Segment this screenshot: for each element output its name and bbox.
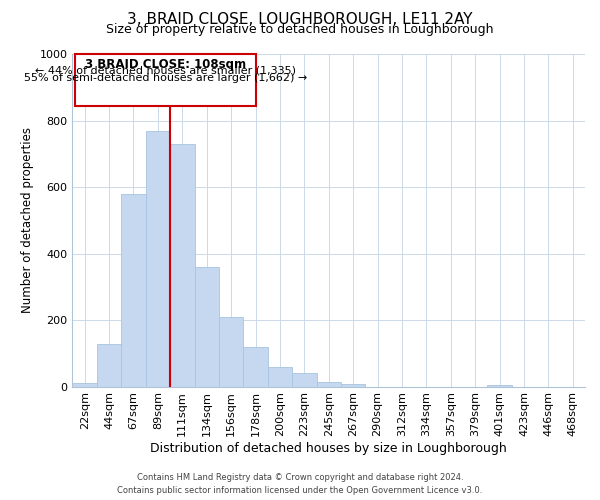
Bar (487, 385, 512, 386)
Text: Size of property relative to detached houses in Loughborough: Size of property relative to detached ho… (106, 22, 494, 36)
Text: 3 BRAID CLOSE: 108sqm: 3 BRAID CLOSE: 108sqm (85, 58, 246, 71)
Text: Contains HM Land Registry data © Crown copyright and database right 2024.
Contai: Contains HM Land Registry data © Crown c… (118, 474, 482, 495)
Bar (194, 267, 219, 386)
Bar (292, 374, 317, 386)
Text: ← 44% of detached houses are smaller (1,335): ← 44% of detached houses are smaller (1,… (35, 66, 296, 76)
Bar (121, 194, 146, 386)
Bar (97, 344, 121, 387)
X-axis label: Distribution of detached houses by size in Loughborough: Distribution of detached houses by size … (151, 442, 507, 455)
FancyBboxPatch shape (75, 54, 256, 106)
Text: 55% of semi-detached houses are larger (1,662) →: 55% of semi-detached houses are larger (… (23, 73, 307, 83)
Bar (244, 346, 268, 387)
Bar (73, 384, 97, 386)
Bar (170, 144, 194, 386)
Text: 3, BRAID CLOSE, LOUGHBOROUGH, LE11 2AY: 3, BRAID CLOSE, LOUGHBOROUGH, LE11 2AY (127, 12, 473, 28)
Y-axis label: Number of detached properties: Number of detached properties (21, 128, 34, 314)
Bar (268, 366, 292, 386)
Bar (317, 382, 341, 386)
Bar (341, 384, 365, 386)
Bar (219, 316, 244, 386)
Bar (146, 131, 170, 386)
